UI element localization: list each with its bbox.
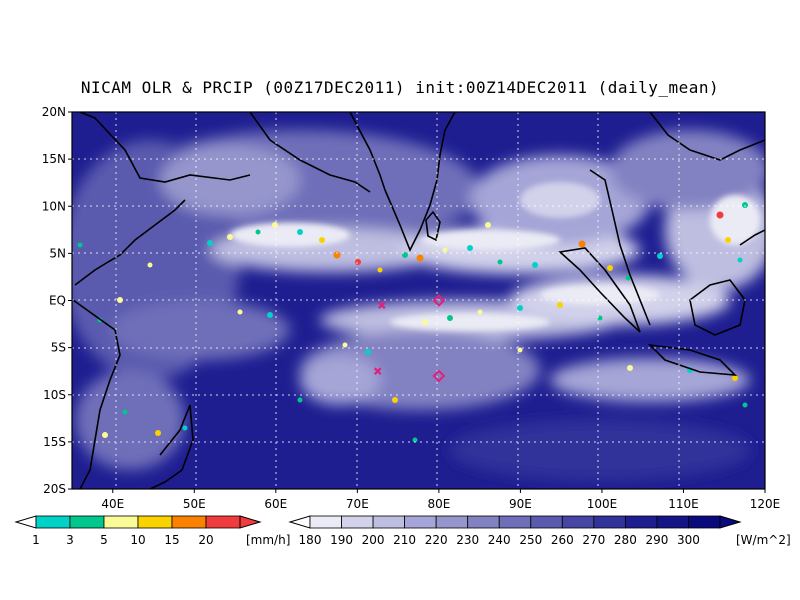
legend-label: 270: [582, 533, 605, 547]
legend-arrow-right: [719, 515, 742, 529]
legend-label: 20: [198, 533, 213, 547]
precip-legend: 1 3 5 10 15 20 [mm/h]: [14, 515, 290, 547]
legend-swatch: [341, 515, 374, 529]
legend-swatch: [137, 515, 173, 529]
legend-swatch: [656, 515, 689, 529]
lat-tick-label: 20S: [43, 482, 66, 496]
x-marker: [373, 367, 382, 375]
lat-tick-label: 10N: [42, 199, 66, 213]
map-field: [72, 112, 765, 489]
legend-label: 10: [130, 533, 145, 547]
lon-tick-label: 120E: [750, 497, 781, 511]
olr-legend: 180 190 200 210 220 230 240 250 260 270 280 290 300 […: [288, 515, 791, 547]
lat-tick-label: 5N: [49, 246, 66, 260]
lon-tick-label: 80E: [427, 497, 450, 511]
lon-tick-label: 60E: [264, 497, 287, 511]
legend-swatch: [404, 515, 437, 529]
legend-arrow-left: [14, 515, 37, 529]
diamond-marker: [432, 294, 446, 307]
lon-tick-label: 100E: [587, 497, 618, 511]
legend-swatch: [467, 515, 500, 529]
legend-arrow-right: [239, 515, 262, 529]
legend-swatch: [69, 515, 105, 529]
legend-label: 210: [393, 533, 416, 547]
legend-label: 220: [425, 533, 448, 547]
legend-swatch: [171, 515, 207, 529]
legend-unit: [mm/h]: [246, 533, 290, 547]
legend-label: 190: [330, 533, 353, 547]
legend-swatch: [309, 515, 342, 529]
legend-label: 5: [100, 533, 108, 547]
x-marker: [378, 301, 386, 309]
legend-label: 15: [164, 533, 179, 547]
lat-tick-label: 15N: [42, 152, 66, 166]
legend-label: 230: [456, 533, 479, 547]
lat-tick-label: 20N: [42, 105, 66, 119]
axes: 20N 15N 10N 5N EQ 5S 10S 15S 20S 40E 50E 60E 70E 80E 9…: [42, 105, 781, 511]
legend-label: 3: [66, 533, 74, 547]
legend-label: 300: [677, 533, 700, 547]
legend-swatch: [103, 515, 139, 529]
legend-swatch: [372, 515, 406, 529]
lat-tick-label: 10S: [43, 388, 66, 402]
lat-tick-label: EQ: [49, 294, 66, 308]
legend-swatch: [688, 515, 721, 529]
legend-label: 1: [32, 533, 40, 547]
olr-field: [72, 130, 765, 480]
legend-label: 250: [519, 533, 542, 547]
legend-swatch: [561, 515, 595, 529]
legend-swatch: [530, 515, 563, 529]
legend-swatch: [593, 515, 626, 529]
lon-tick-label: 90E: [509, 497, 532, 511]
map-title: NICAM OLR & PRCIP (00Z17DEC2011) init:00…: [80, 78, 720, 97]
precip-cells: [77, 202, 748, 443]
legend-arrow-left: [288, 515, 311, 529]
legend-swatch: [35, 515, 71, 529]
legend-label: 280: [614, 533, 637, 547]
lon-tick-label: 70E: [346, 497, 369, 511]
legend-swatch: [435, 515, 469, 529]
lat-tick-label: 5S: [51, 341, 66, 355]
legend-label: 290: [645, 533, 668, 547]
markers: [373, 294, 446, 383]
legend-label: 200: [362, 533, 385, 547]
legend-unit: [W/m^2]: [736, 533, 791, 547]
legend-label: 260: [551, 533, 574, 547]
legend-label: 240: [488, 533, 511, 547]
lon-tick-label: 110E: [668, 497, 699, 511]
legend-swatch: [205, 515, 241, 529]
lon-tick-label: 40E: [101, 497, 124, 511]
lat-tick-label: 15S: [43, 435, 66, 449]
coastlines: [72, 112, 765, 489]
legend-swatch: [624, 515, 658, 529]
diamond-marker: [432, 369, 446, 383]
legend-label: 180: [299, 533, 322, 547]
lon-tick-label: 50E: [183, 497, 206, 511]
legend-swatch: [498, 515, 532, 529]
gridlines: [72, 112, 765, 489]
